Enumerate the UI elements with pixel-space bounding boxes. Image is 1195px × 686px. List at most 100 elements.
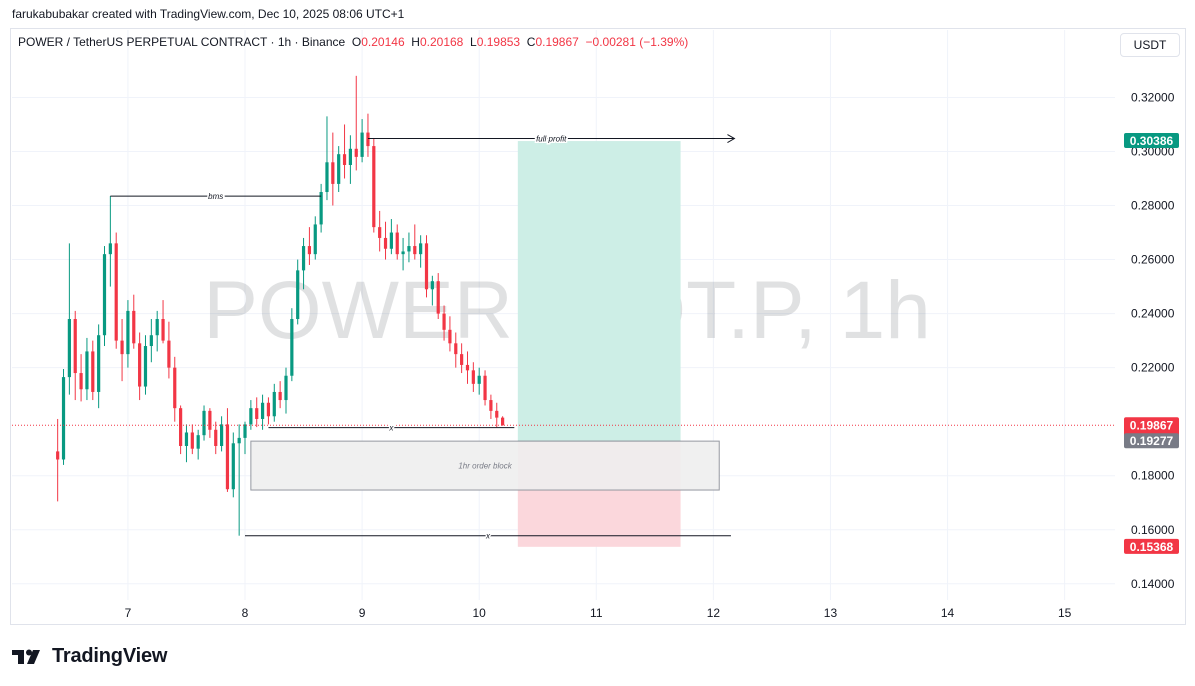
candle-body[interactable] bbox=[290, 319, 294, 376]
candle-body[interactable] bbox=[173, 367, 177, 409]
candle-body[interactable] bbox=[61, 377, 66, 460]
candle-body[interactable] bbox=[366, 132, 370, 147]
candle-body[interactable] bbox=[348, 148, 352, 165]
candle-body[interactable] bbox=[79, 373, 83, 390]
candle-body[interactable] bbox=[442, 313, 446, 330]
y-tick-label: 0.16000 bbox=[1131, 523, 1175, 537]
candle-body[interactable] bbox=[138, 343, 142, 387]
candle-body[interactable] bbox=[202, 410, 206, 436]
candle-body[interactable] bbox=[430, 281, 434, 290]
candle-body[interactable] bbox=[495, 410, 499, 418]
candle-body[interactable] bbox=[413, 246, 417, 255]
candle-body[interactable] bbox=[91, 351, 95, 392]
tradingview-brand: TradingView bbox=[52, 645, 168, 667]
candle-body[interactable] bbox=[436, 281, 440, 314]
candle-body[interactable] bbox=[354, 148, 358, 157]
order-block-box[interactable] bbox=[250, 440, 720, 491]
candle-body[interactable] bbox=[67, 319, 71, 378]
candle-body[interactable] bbox=[501, 417, 505, 426]
x-tick-label: 11 bbox=[590, 606, 603, 620]
profit-zone[interactable] bbox=[517, 141, 681, 442]
annotation-label: x bbox=[485, 532, 491, 541]
candle-body[interactable] bbox=[114, 243, 118, 341]
candle-body[interactable] bbox=[266, 402, 271, 417]
candle-body[interactable] bbox=[419, 243, 423, 255]
candle-body[interactable] bbox=[483, 375, 487, 401]
candle-body[interactable] bbox=[85, 351, 89, 390]
candle-body[interactable] bbox=[149, 335, 153, 347]
candle-body[interactable] bbox=[460, 354, 464, 365]
candle-body[interactable] bbox=[389, 232, 393, 249]
candle-body[interactable] bbox=[319, 192, 323, 225]
candle-body[interactable] bbox=[407, 246, 411, 252]
candle-body[interactable] bbox=[225, 424, 230, 490]
candle-body[interactable] bbox=[313, 224, 317, 255]
symbol-label[interactable]: POWER / TetherUS PERPETUAL CONTRACT · 1h… bbox=[18, 35, 346, 49]
candle-body[interactable] bbox=[448, 329, 452, 344]
currency-button[interactable]: USDT bbox=[1120, 33, 1180, 57]
candle-body[interactable] bbox=[284, 375, 288, 401]
candle-body[interactable] bbox=[301, 246, 306, 271]
candle-body[interactable] bbox=[372, 146, 376, 228]
candle-body[interactable] bbox=[342, 154, 347, 165]
candle-body[interactable] bbox=[383, 237, 388, 249]
candle-body[interactable] bbox=[214, 429, 218, 446]
candle-body[interactable] bbox=[272, 391, 276, 417]
x-tick-label: 15 bbox=[1058, 606, 1072, 620]
candle-body[interactable] bbox=[331, 162, 335, 184]
candle-body[interactable] bbox=[219, 424, 224, 446]
candle-body[interactable] bbox=[401, 251, 405, 255]
candle-body[interactable] bbox=[296, 270, 300, 320]
candle-body[interactable] bbox=[161, 319, 165, 341]
candle-body[interactable] bbox=[378, 227, 382, 238]
high-value: 0.20168 bbox=[419, 35, 464, 49]
candle-body[interactable] bbox=[471, 370, 475, 384]
candle-body[interactable] bbox=[395, 232, 399, 255]
price-axis: 0.320000.300000.280000.260000.240000.220… bbox=[1131, 90, 1175, 590]
candle-body[interactable] bbox=[196, 435, 200, 449]
candle-body[interactable] bbox=[325, 162, 329, 193]
candle-body[interactable] bbox=[184, 432, 189, 446]
candle-body[interactable] bbox=[231, 443, 235, 490]
candle-body[interactable] bbox=[360, 132, 364, 157]
candle-body[interactable] bbox=[190, 432, 194, 449]
tradingview-footer: TradingView bbox=[12, 645, 167, 668]
x-tick-label: 7 bbox=[125, 606, 132, 620]
candle-body[interactable] bbox=[278, 391, 282, 401]
y-tick-label: 0.18000 bbox=[1131, 469, 1175, 483]
candle-body[interactable] bbox=[97, 335, 101, 392]
candle-body[interactable] bbox=[126, 310, 130, 355]
x-tick-label: 10 bbox=[473, 606, 487, 620]
candle-body[interactable] bbox=[120, 340, 124, 355]
candle-body[interactable] bbox=[237, 437, 241, 444]
candle-body[interactable] bbox=[465, 364, 470, 371]
candle-body[interactable] bbox=[454, 343, 458, 355]
position-zones bbox=[250, 141, 720, 547]
x-tick-label: 8 bbox=[242, 606, 249, 620]
candle-body[interactable] bbox=[489, 400, 493, 411]
candle-body[interactable] bbox=[155, 319, 159, 336]
candle-body[interactable] bbox=[337, 154, 341, 184]
candle-body[interactable] bbox=[56, 451, 60, 460]
annotation-label: full profit bbox=[536, 135, 567, 144]
candle-body[interactable] bbox=[73, 319, 77, 374]
stop-price-label bbox=[1124, 538, 1179, 554]
candle-body[interactable] bbox=[143, 346, 148, 387]
candle-body[interactable] bbox=[108, 243, 112, 255]
low-label: L bbox=[470, 35, 477, 49]
last-price-text: 0.19867 bbox=[1130, 418, 1174, 432]
candle-body[interactable] bbox=[255, 408, 259, 419]
candle-body[interactable] bbox=[260, 402, 265, 419]
candle-body[interactable] bbox=[208, 410, 212, 430]
candle-body[interactable] bbox=[102, 254, 107, 336]
candle-body[interactable] bbox=[307, 246, 312, 255]
candle-body[interactable] bbox=[477, 375, 481, 384]
candle-body[interactable] bbox=[424, 243, 429, 290]
candle-body[interactable] bbox=[132, 310, 136, 344]
candle-body[interactable] bbox=[243, 424, 247, 438]
candle-body[interactable] bbox=[179, 408, 183, 446]
candle-body[interactable] bbox=[167, 340, 171, 368]
candle-body[interactable] bbox=[249, 408, 253, 425]
